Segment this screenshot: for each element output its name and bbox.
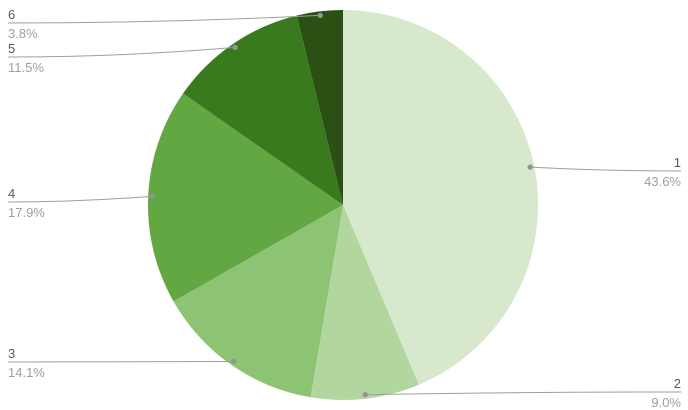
pie-slice-5[interactable]: [183, 15, 343, 206]
leader-dot-2: [362, 392, 368, 398]
leader-line-4: [7, 195, 153, 203]
slice-label-number: 6: [8, 7, 16, 22]
slice-label-number: 4: [8, 186, 16, 201]
slice-label-percent: 14.1%: [8, 365, 45, 380]
leader-dot-6: [317, 12, 323, 19]
slice-label-number: 3: [8, 346, 16, 361]
slice-label-percent: 3.8%: [8, 26, 38, 41]
leader-dot-4: [149, 193, 155, 199]
pie-slice-6[interactable]: [296, 9, 343, 206]
leader-dot-1: [527, 164, 533, 170]
leader-lines-group: [7, 12, 682, 398]
leader-line-1: [530, 166, 682, 172]
slice-label-percent: 9.0%: [651, 395, 681, 410]
slice-label-number: 1: [673, 155, 681, 170]
slice-label-percent: 43.6%: [644, 174, 681, 189]
leader-dot-5: [232, 44, 238, 51]
slice-label-number: 5: [8, 41, 16, 56]
pie-slice-1[interactable]: [343, 9, 539, 385]
pie-slice-3[interactable]: [173, 205, 344, 398]
pie-slice-4[interactable]: [147, 93, 343, 302]
slice-label-percent: 17.9%: [8, 205, 45, 220]
pie-slices-group: [147, 9, 539, 401]
leader-line-5: [7, 46, 236, 58]
leader-line-2: [365, 391, 682, 396]
slice-label-number: 2: [673, 376, 681, 391]
leader-dot-3: [230, 358, 237, 365]
leader-line-6: [7, 14, 321, 24]
pie-slice-2[interactable]: [310, 205, 419, 401]
leader-line-3: [7, 361, 234, 363]
slice-label-percent: 11.5%: [8, 60, 44, 75]
